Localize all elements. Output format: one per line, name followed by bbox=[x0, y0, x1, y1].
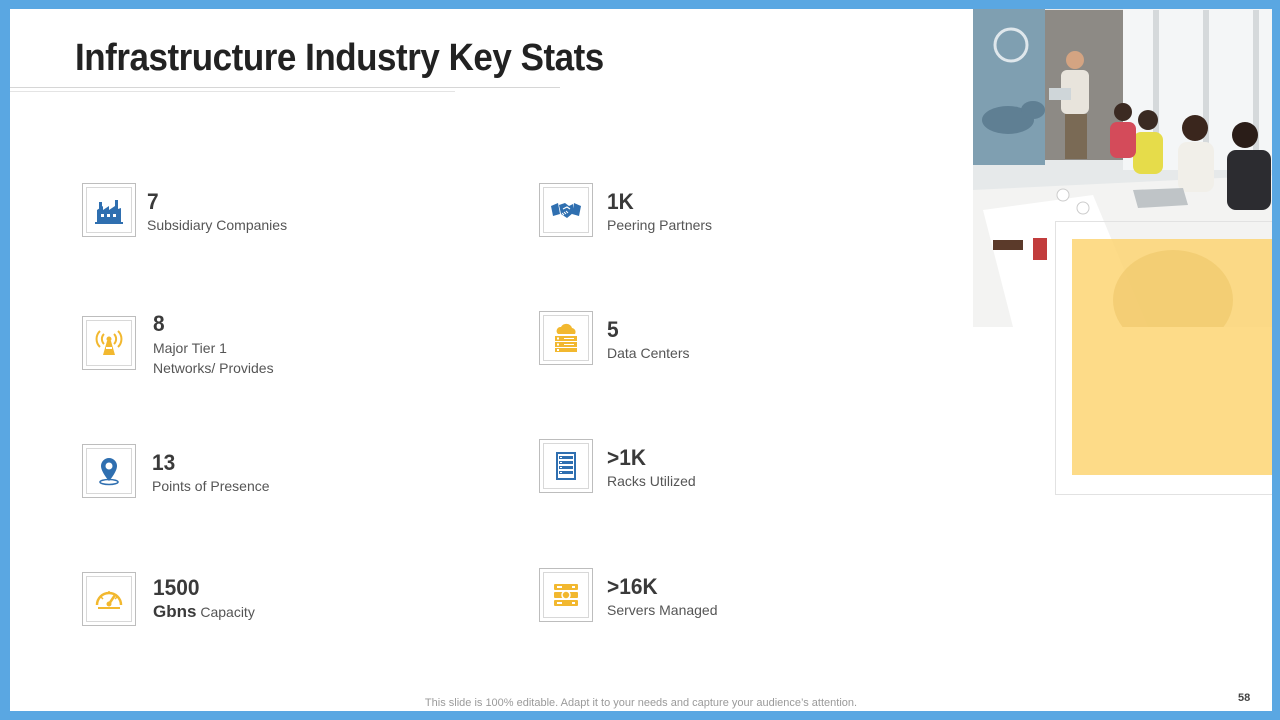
cloud-server-icon bbox=[539, 311, 593, 365]
stat-value: 1K bbox=[607, 189, 634, 214]
stat-value: >1K bbox=[607, 445, 646, 470]
stat-label: Points of Presence bbox=[152, 478, 270, 494]
stat-label: Servers Managed bbox=[607, 602, 718, 618]
stat-value: 1500 bbox=[153, 575, 200, 600]
decorative-frame bbox=[1055, 221, 1272, 495]
server-rack-icon bbox=[539, 439, 593, 493]
stat-value: >16K bbox=[607, 574, 658, 599]
stat-label-text: Capacity bbox=[200, 604, 255, 620]
stat-value: 7 bbox=[147, 189, 159, 214]
stat-label: Subsidiary Companies bbox=[147, 217, 288, 233]
footer-note: This slide is 100% editable. Adapt it to… bbox=[424, 697, 858, 709]
stat-unit: Gbns bbox=[153, 602, 197, 621]
stat-label-line2: Networks/ Provides bbox=[153, 360, 274, 376]
stat-label-line1: Major Tier 1 bbox=[153, 340, 227, 356]
stat-value: 5 bbox=[607, 317, 619, 342]
title-underline bbox=[10, 87, 560, 88]
location-pin-icon bbox=[82, 444, 136, 498]
page-number: 58 bbox=[1238, 692, 1251, 704]
stat-label: Racks Utilized bbox=[607, 473, 696, 489]
antenna-icon bbox=[82, 316, 136, 370]
title-underline-secondary bbox=[10, 91, 455, 92]
stat-label: Gbns Capacity bbox=[153, 602, 255, 622]
factory-icon bbox=[82, 183, 136, 237]
page-title: Infrastructure Industry Key Stats bbox=[75, 37, 604, 79]
slide: Infrastructure Industry Key Stats bbox=[10, 9, 1272, 711]
stat-value: 13 bbox=[152, 450, 176, 475]
servers-icon bbox=[539, 568, 593, 622]
handshake-icon bbox=[539, 183, 593, 237]
stat-label: Peering Partners bbox=[607, 217, 713, 233]
stat-value: 8 bbox=[153, 311, 165, 336]
decorative-yellow-block bbox=[1072, 239, 1272, 475]
stat-label: Data Centers bbox=[607, 345, 690, 361]
speedometer-icon bbox=[82, 572, 136, 626]
